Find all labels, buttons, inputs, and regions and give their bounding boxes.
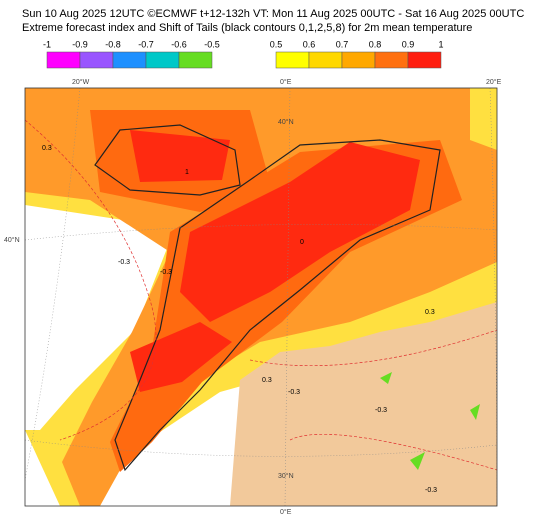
colorbar-box xyxy=(46,51,81,69)
contour-label: 0.3 xyxy=(425,309,435,316)
colorbar-label: 0.5 xyxy=(270,39,283,49)
colorbar-label: -0.5 xyxy=(204,39,220,49)
colorbar-label: 0.9 xyxy=(402,39,415,49)
colorbar-box xyxy=(275,51,310,69)
land xyxy=(230,302,497,506)
field-red xyxy=(130,130,230,182)
contour-dashed xyxy=(25,119,497,471)
colorbar-label: -0.9 xyxy=(72,39,88,49)
colorbar-label: -1 xyxy=(43,39,51,49)
grid-label: 40°N xyxy=(278,118,294,126)
map: 0.3 -0.3 1 0 -0.3 0.3 -0.3 -0.3 0.3 -0.3… xyxy=(25,88,497,506)
contour-label: -0.3 xyxy=(288,389,300,396)
contour-label: 0.3 xyxy=(42,145,52,152)
grid-label: 20°W xyxy=(72,78,90,86)
colorbar-box xyxy=(341,51,376,69)
grid-label: 40°N xyxy=(4,236,20,244)
contour-label: -0.3 xyxy=(118,259,130,266)
colorbar-box xyxy=(374,51,409,69)
contour-label: 1 xyxy=(185,169,189,176)
grid-label: 20°E xyxy=(486,78,502,86)
frame xyxy=(24,87,498,507)
contour-label: 0 xyxy=(300,239,304,246)
contour-label: -0.3 xyxy=(425,487,437,494)
colorbar-box xyxy=(145,51,180,69)
colorbar-label: 0.6 xyxy=(303,39,316,49)
grid-label: 0°E xyxy=(280,508,292,516)
colorbar-label: 0.8 xyxy=(369,39,382,49)
legend: -1 -0.9 -0.8 -0.7 -0.6 -0.5 0.5 0.6 0.7 0.8 0.9 1 xyxy=(43,39,444,69)
field-red xyxy=(130,322,232,392)
colorbar-label: -0.6 xyxy=(171,39,187,49)
field-clear xyxy=(25,205,175,430)
grid-label: 0°E xyxy=(280,78,292,86)
colorbar-box xyxy=(79,51,114,69)
colorbar-box xyxy=(308,51,343,69)
graticule xyxy=(25,88,497,506)
contour-label: -0.3 xyxy=(160,269,172,276)
field-red xyxy=(180,142,420,322)
colorbar-box xyxy=(407,51,442,69)
colorbar-label: -0.8 xyxy=(105,39,121,49)
colorbar-box xyxy=(112,51,147,69)
subtitle: Extreme forecast index and Shift of Tail… xyxy=(22,22,472,34)
colorbar-box xyxy=(178,51,213,69)
contour-label: 0.3 xyxy=(262,377,272,384)
grid-label: 30°N xyxy=(278,472,294,480)
contour xyxy=(94,124,441,472)
contour-label: -0.3 xyxy=(375,407,387,414)
colorbar-label: -0.7 xyxy=(138,39,154,49)
title: Sun 10 Aug 2025 12UTC ©ECMWF t+12-132h V… xyxy=(22,8,524,20)
colorbar-label: 1 xyxy=(438,39,443,49)
colorbar-label: 0.7 xyxy=(336,39,349,49)
